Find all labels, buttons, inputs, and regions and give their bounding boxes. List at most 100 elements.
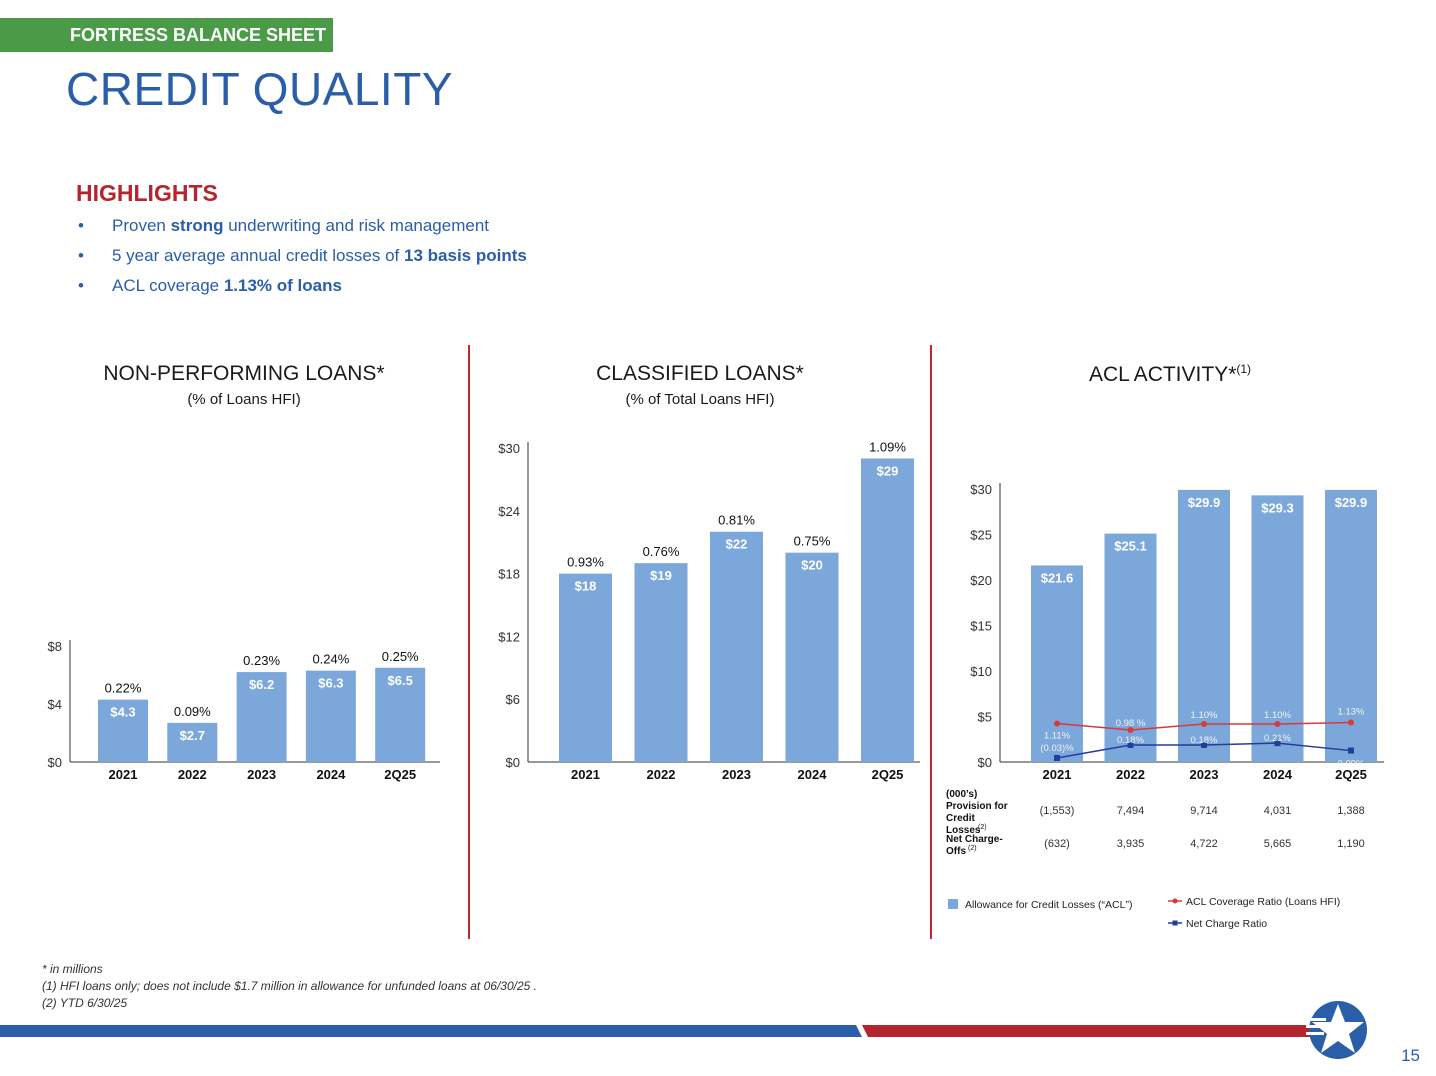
y-tick-label: $0 [48, 755, 62, 770]
table-cell: (632) [1044, 838, 1070, 850]
line-value-label: (0.03)% [1040, 743, 1074, 754]
pct-label: 0.22% [105, 681, 142, 696]
table-unit: (000’s) [946, 789, 977, 800]
legend-label: ACL Coverage Ratio (Loans HFI) [1186, 896, 1340, 908]
y-tick-label: $6 [506, 692, 520, 707]
npl-chart: $0 $4 $8 $4.3 0.22% 2021 $2.7 0.09% 2022 $6.2 0.23… [48, 639, 440, 782]
bar-value-label: $6.2 [249, 677, 274, 692]
line-value-label: 0.21% [1264, 733, 1291, 744]
bar [167, 722, 218, 762]
legend-label: Net Charge Ratio [1186, 918, 1267, 930]
bar-value-label: $2.7 [180, 728, 205, 743]
table-cell: 5,665 [1264, 838, 1292, 850]
x-tick-label: 2Q25 [1335, 767, 1367, 782]
bar [98, 699, 148, 762]
divider-line [468, 345, 470, 939]
line-value-label: 1.11% [1044, 731, 1071, 742]
y-tick-label: $0 [506, 755, 520, 770]
bar-value-label: $4.3 [110, 705, 135, 720]
y-tick-label: $12 [498, 629, 520, 644]
pct-label: 0.23% [243, 653, 280, 668]
bar [1104, 533, 1157, 762]
legend-label: Allowance for Credit Losses (“ACL”) [965, 899, 1132, 911]
bar [861, 458, 914, 762]
highlights-heading: HIGHLIGHTS [76, 180, 218, 206]
x-tick-label: 2021 [109, 767, 138, 782]
y-tick-label: $20 [970, 573, 992, 588]
bar-value-label: $29.3 [1261, 500, 1294, 515]
bar-value-label: $19 [650, 568, 672, 583]
highlight-item: • 5 year average annual credit losses of … [78, 246, 527, 265]
table-row-label: Provision for [946, 801, 1008, 812]
y-tick-label: $0 [978, 755, 992, 770]
line-point [1201, 721, 1207, 727]
y-tick-label: $24 [498, 504, 520, 519]
x-tick-label: 2022 [178, 767, 207, 782]
x-tick-label: 2024 [316, 767, 346, 782]
pct-label: 0.81% [718, 513, 755, 528]
pct-label: 0.75% [794, 534, 831, 549]
pct-label: 0.93% [567, 555, 604, 570]
line-point [1127, 727, 1134, 733]
line-value-label: 1.13% [1338, 707, 1365, 718]
footnote: (1) HFI loans only; does not include $1.… [42, 979, 537, 993]
line-point [1201, 741, 1207, 748]
x-tick-label: 2021 [1043, 767, 1072, 782]
line-value-label: 0.09% [1338, 759, 1365, 770]
bar-value-label: $29 [877, 463, 899, 478]
bar-value-label: $25.1 [1114, 539, 1147, 554]
legend-marker [1172, 920, 1178, 926]
bar [375, 667, 426, 762]
npl-chart-title: NON-PERFORMING LOANS* [103, 362, 385, 385]
table-cell: 9,714 [1190, 805, 1218, 817]
line-point [1054, 720, 1060, 727]
classified-chart: $0 $6 $12 $18 $24 $30 $18 0.93% 2021 $19 0.76% 2022… [498, 439, 920, 782]
pct-label: 0.24% [312, 652, 349, 667]
y-tick-label: $30 [498, 441, 520, 456]
pct-label: 1.09% [869, 439, 906, 454]
page-number: 15 [1401, 1046, 1420, 1065]
y-tick-label: $18 [498, 567, 520, 582]
line-value-label: 0.98 % [1116, 718, 1146, 729]
bar [1031, 565, 1083, 762]
y-tick-label: $4 [48, 697, 62, 712]
bar-value-label: $29.9 [1335, 495, 1368, 510]
x-tick-label: 2Q25 [872, 767, 904, 782]
bar [1178, 489, 1230, 762]
legend-marker [1172, 898, 1178, 904]
pct-label: 0.76% [643, 544, 680, 559]
x-tick-label: 2024 [1263, 767, 1293, 782]
highlight-item: • Proven strong underwriting and risk man… [78, 216, 490, 235]
bar [1325, 489, 1377, 762]
bar-value-label: $6.3 [318, 676, 343, 691]
table-cell: 1,190 [1337, 838, 1365, 850]
x-tick-label: 2023 [722, 767, 751, 782]
x-tick-label: 2024 [798, 767, 828, 782]
table-row-label: Credit [946, 813, 976, 824]
line-point [1127, 741, 1134, 748]
bar-value-label: $21.6 [1041, 570, 1074, 585]
line-value-label: 1.10% [1191, 710, 1218, 721]
table-cell: 3,935 [1117, 838, 1145, 850]
bar [634, 563, 688, 762]
acl-chart: $0 $5 $10 $15 $20 $25 $30 $21.6 2021 $25.1 2022 $29… [946, 482, 1384, 930]
x-tick-label: 2021 [571, 767, 600, 782]
line-point [1348, 719, 1354, 726]
x-tick-label: 2023 [247, 767, 276, 782]
y-tick-label: $15 [970, 619, 992, 634]
table-cell: 1,388 [1337, 805, 1365, 817]
line-value-label: 1.10% [1264, 710, 1291, 721]
bar [305, 670, 356, 762]
y-tick-label: $25 [970, 528, 992, 543]
line-point [1274, 740, 1281, 747]
line-point [1054, 755, 1060, 761]
npl-chart-subtitle: (% of Loans HFI) [187, 391, 301, 408]
y-tick-label: $5 [978, 710, 992, 725]
pct-label: 0.09% [174, 704, 211, 719]
line-point [1348, 747, 1354, 754]
table-cell: 7,494 [1117, 805, 1145, 817]
acl-chart-title: ACL ACTIVITY*(1) [1088, 362, 1252, 386]
table-cell: (1,553) [1040, 805, 1075, 817]
x-tick-label: 2022 [647, 767, 676, 782]
table-cell: 4,031 [1264, 805, 1292, 817]
